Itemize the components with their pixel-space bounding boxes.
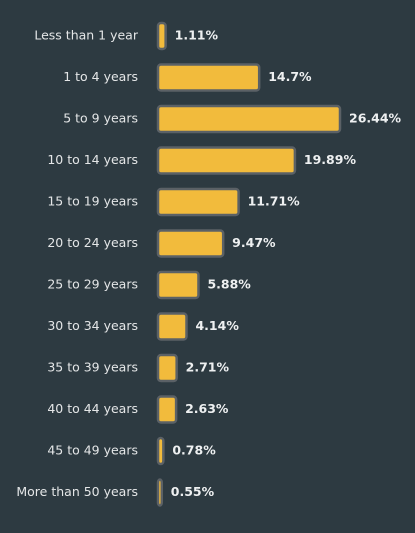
value-label: 4.14% [195,318,239,333]
bar [156,478,164,507]
value-label: 11.71% [248,194,301,209]
bar [156,270,200,300]
value-label: 0.78% [172,443,216,458]
bar [156,63,261,92]
category-label: 1 to 4 years [63,69,138,84]
value-label: 1.11% [175,28,219,43]
value-label: 26.44% [349,111,402,126]
bar [156,229,225,258]
category-label: 15 to 19 years [47,194,138,209]
value-label: 2.63% [185,401,229,416]
bar [156,187,240,217]
bar [156,395,178,424]
category-label: 20 to 24 years [47,235,138,250]
value-label: 5.88% [207,277,251,292]
category-label: 10 to 14 years [47,152,138,167]
category-label: 25 to 29 years [47,277,138,292]
category-label: 35 to 39 years [47,360,138,375]
value-label: 14.7% [268,69,312,84]
value-label: 2.71% [186,360,230,375]
bar [156,21,167,51]
category-label: 45 to 49 years [47,443,138,458]
value-label: 9.47% [232,235,276,250]
bar [156,353,178,383]
value-label: 0.55% [171,484,215,499]
bar [156,146,297,175]
category-label: 30 to 34 years [47,318,138,333]
category-label: More than 50 years [16,484,138,499]
bar [156,436,165,466]
bar [156,104,342,134]
bar [156,312,188,341]
category-label: 40 to 44 years [47,401,138,416]
category-label: 5 to 9 years [63,111,138,126]
category-label: Less than 1 year [34,28,138,43]
value-label: 19.89% [304,152,357,167]
